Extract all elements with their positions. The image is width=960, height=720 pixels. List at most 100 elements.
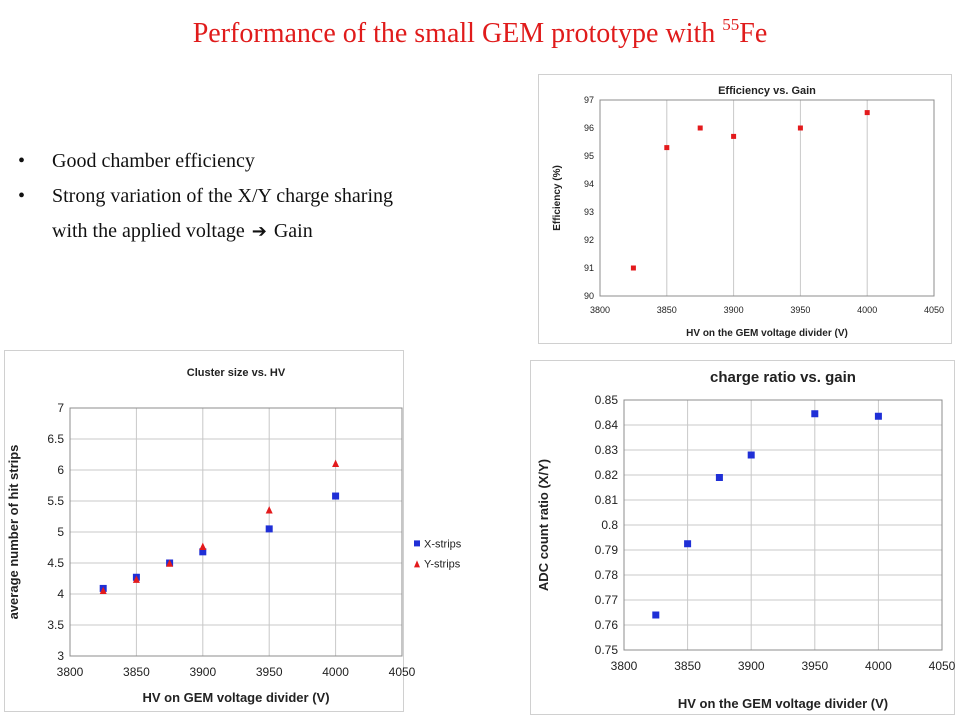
x-tick-label: 3900 (738, 659, 765, 673)
efficiency-chart: 90 91 92 93 94 95 96 97 3800 3850 3900 3950 4000 4050… (538, 74, 952, 344)
data-point-square (630, 265, 636, 271)
chart-frame (4, 350, 404, 712)
y-tick-label: 90 (584, 291, 594, 301)
y-tick-label: 0.8 (601, 518, 618, 532)
y-tick-label: 6 (57, 463, 64, 477)
x-tick-label: 4000 (322, 665, 349, 679)
y-axis-label: Efficiency (%) (552, 165, 563, 231)
y-axis-label: ADC count ratio (X/Y) (536, 459, 551, 591)
x-tick-label: 3950 (256, 665, 283, 679)
x-tick-label: 3900 (189, 665, 216, 679)
y-tick-label: 6.5 (47, 432, 64, 446)
legend-marker-square (414, 540, 420, 547)
y-tick-label: 0.85 (595, 393, 619, 407)
data-point-triangle (332, 459, 340, 467)
bullet-dot-icon: • (18, 150, 26, 172)
y-tick-label: 0.79 (595, 543, 619, 557)
y-tick-label: 3 (57, 649, 64, 663)
data-point-square (652, 611, 660, 619)
y-tick-label: 5 (57, 525, 64, 539)
legend-label: X-strips (424, 538, 462, 550)
x-tick-label: 3800 (611, 659, 638, 673)
data-point-square (864, 110, 870, 116)
data-point-square (715, 474, 723, 481)
x-tick-label: 3850 (674, 659, 701, 673)
chart-frame (530, 360, 955, 715)
slide-title: Performance of the small GEM prototype w… (0, 15, 960, 50)
y-tick-label: 0.76 (595, 618, 619, 632)
y-tick-label: 0.77 (595, 593, 619, 607)
plot-area-border (623, 399, 943, 651)
bullet-dot-icon: • (18, 185, 26, 207)
bullet-item: • Good chamber efficiency (18, 150, 498, 173)
data-point-square (664, 145, 670, 151)
data-point-square (874, 412, 882, 420)
y-tick-label: 93 (584, 207, 594, 217)
x-axis-label: HV on the GEM voltage divider (V) (678, 696, 888, 711)
x-axis-label: HV on GEM voltage divider (V) (142, 690, 329, 705)
bullet-text: Good chamber efficiency (52, 150, 255, 172)
bullet-text-line2-prefix: with the applied voltage (52, 220, 250, 242)
y-tick-label: 0.82 (595, 468, 619, 482)
bullet-list: • Good chamber efficiency • Strong variati… (18, 150, 498, 243)
y-tick-label: 5.5 (47, 494, 64, 508)
y-tick-label: 94 (584, 179, 594, 189)
cluster-size-chart: 3 3.5 4 4.5 5 5.5 6 6.5 7 3800 3850 3900 3950 4000 405… (4, 350, 462, 712)
bullet-text-line2-suffix: Gain (268, 220, 313, 242)
charge-ratio-chart: 0.75 0.76 0.77 0.78 0.79 0.8 0.81 0.82 0.83 0.84 0… (530, 360, 956, 715)
title-element: Fe (739, 18, 768, 49)
y-tick-label: 7 (57, 401, 64, 415)
right-arrow-icon: ➔ (251, 221, 267, 242)
y-tick-label: 0.78 (595, 568, 619, 582)
x-tick-label: 3850 (123, 665, 150, 679)
y-tick-label: 97 (584, 95, 594, 105)
data-point-square (747, 451, 755, 459)
data-point-triangle (199, 542, 207, 551)
legend-marker-triangle (414, 560, 420, 568)
data-point-triangle (99, 586, 107, 595)
chart-frame (538, 74, 952, 344)
bullet-text-line1: Strong variation of the X/Y charge shari… (52, 185, 394, 207)
x-tick-label: 4050 (389, 665, 416, 679)
data-point-triangle (265, 506, 273, 514)
legend-label: Y-strips (424, 558, 461, 570)
y-tick-label: 4.5 (47, 556, 64, 570)
y-tick-label: 91 (584, 263, 594, 273)
x-tick-label: 4050 (924, 305, 944, 315)
chart-title: Cluster size vs. HV (187, 367, 286, 379)
x-tick-label: 3950 (801, 659, 828, 673)
data-point-square (797, 125, 803, 131)
chart-title: Efficiency vs. Gain (718, 85, 816, 97)
y-tick-label: 95 (584, 151, 594, 161)
y-axis-label: average number of hit strips (6, 445, 21, 620)
y-tick-label: 0.75 (595, 643, 619, 657)
x-tick-label: 4000 (865, 659, 892, 673)
bullet-item: • Strong variation of the X/Y charge shar… (18, 185, 498, 243)
data-point-square (684, 540, 692, 548)
y-tick-label: 92 (584, 235, 594, 245)
data-point-square (697, 125, 703, 131)
data-point-triangle (166, 559, 174, 567)
plot-area-border (69, 407, 403, 657)
y-tick-label: 3.5 (47, 618, 64, 632)
data-point-triangle (132, 575, 140, 583)
data-point-square (811, 410, 819, 418)
data-point-square (199, 548, 207, 556)
y-tick-label: 96 (584, 123, 594, 133)
x-tick-label: 3950 (790, 305, 810, 315)
x-tick-label: 4000 (857, 305, 877, 315)
x-tick-label: 3800 (57, 665, 84, 679)
data-point-square (265, 525, 273, 533)
x-tick-label: 3850 (657, 305, 677, 315)
y-tick-label: 4 (57, 587, 64, 601)
data-point-square (731, 133, 737, 139)
bullet-text-line2: with the applied voltage ➔ Gain (52, 208, 498, 243)
title-superscript: 55 (722, 15, 740, 34)
y-tick-label: 0.83 (595, 443, 619, 457)
x-tick-label: 4050 (929, 659, 956, 673)
chart-title: charge ratio vs. gain (710, 369, 856, 386)
plot-area-border (599, 99, 935, 297)
y-tick-label: 0.81 (595, 493, 619, 507)
x-axis-label: HV on the GEM voltage divider (V) (686, 328, 848, 339)
